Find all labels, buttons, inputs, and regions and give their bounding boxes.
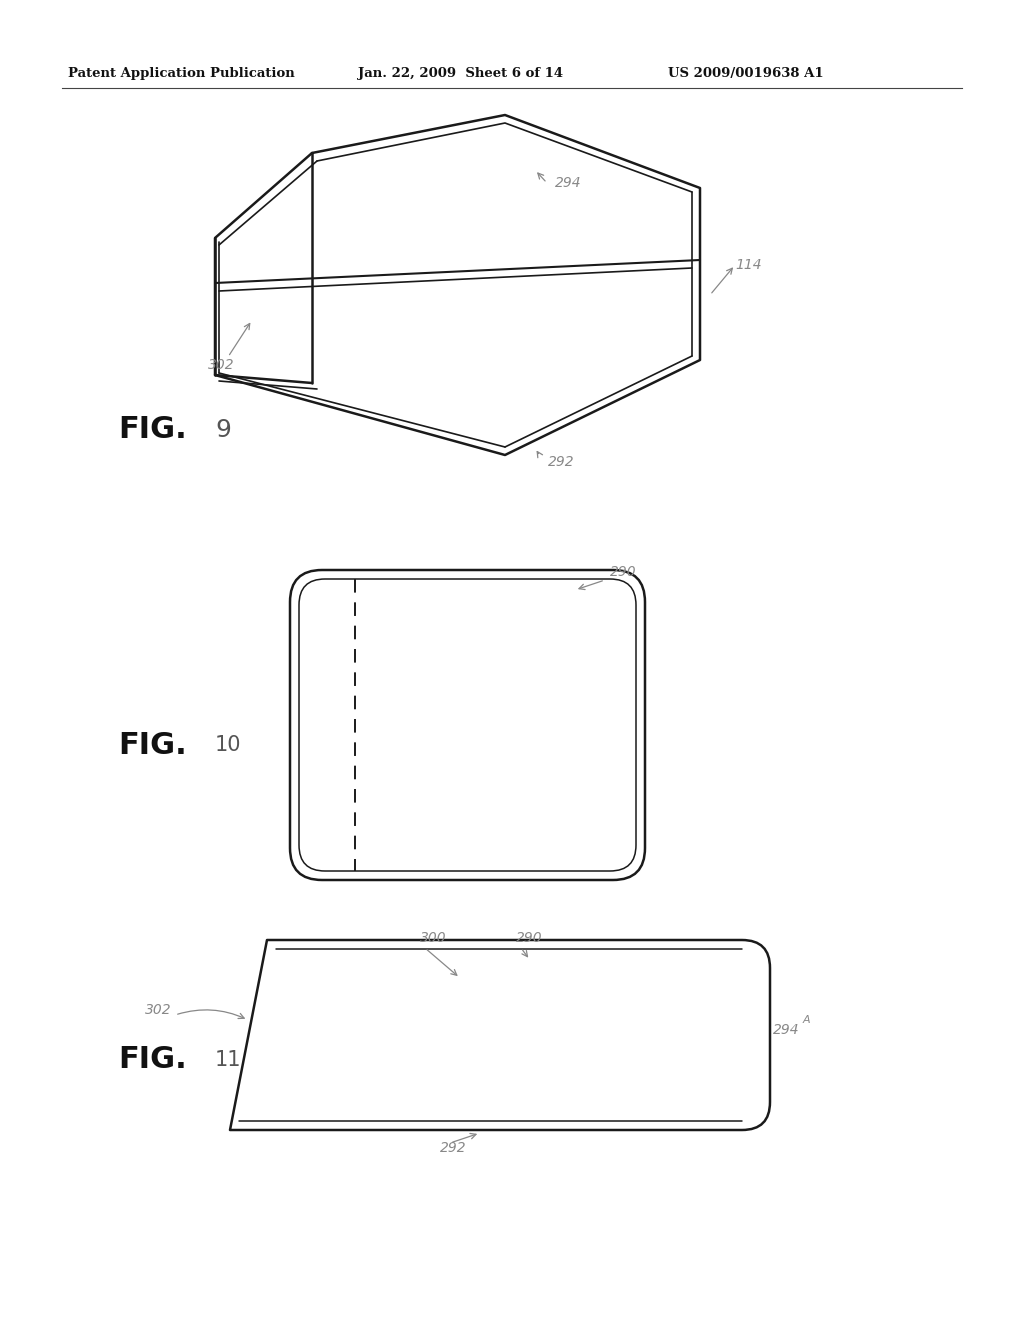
Text: US 2009/0019638 A1: US 2009/0019638 A1 [668,66,823,79]
Text: 290: 290 [516,931,543,945]
Text: 114: 114 [735,257,762,272]
Text: 294: 294 [555,176,582,190]
Text: 10: 10 [215,735,242,755]
Text: 11: 11 [215,1049,242,1071]
Text: FIG.: FIG. [118,416,186,445]
Text: Patent Application Publication: Patent Application Publication [68,66,295,79]
Text: 292: 292 [548,455,574,469]
Text: 300: 300 [420,931,446,945]
Text: FIG.: FIG. [118,730,186,759]
Text: 294: 294 [773,1023,800,1038]
Text: 290: 290 [610,565,637,579]
Text: FIG.: FIG. [118,1045,186,1074]
Text: 292: 292 [440,1140,467,1155]
Text: A: A [803,1015,811,1026]
Text: Jan. 22, 2009  Sheet 6 of 14: Jan. 22, 2009 Sheet 6 of 14 [358,66,563,79]
Text: 302: 302 [208,358,234,372]
Text: 9: 9 [215,418,230,442]
Text: 302: 302 [145,1003,172,1016]
